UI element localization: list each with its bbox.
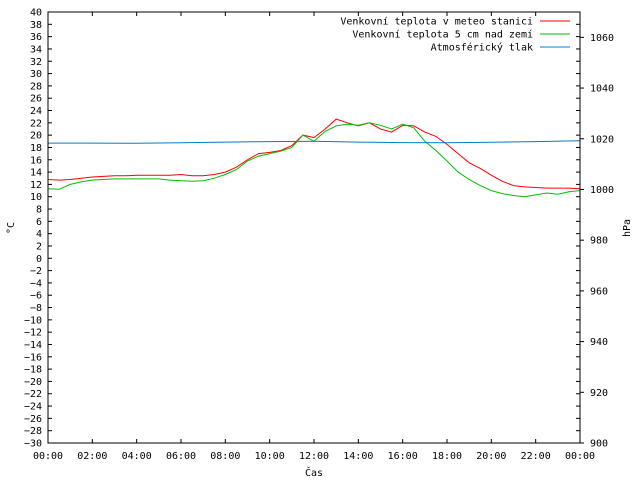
y2-tick-label: 1000 <box>590 185 614 196</box>
y2-tick-label: 1040 <box>590 84 614 95</box>
y2-tick-label: 1020 <box>590 134 614 145</box>
legend: Venkovní teplota v meteo staniciVenkovní… <box>340 16 570 54</box>
y2-tick-label: 980 <box>590 236 608 247</box>
y-tick-label: 0 <box>36 254 42 265</box>
y-tick-label: 26 <box>30 94 42 105</box>
y-tick-label: −30 <box>24 439 42 450</box>
y-tick-label: 20 <box>30 131 42 142</box>
y-tick-label: −10 <box>24 315 42 326</box>
y-tick-label: −20 <box>24 377 42 388</box>
y-tick-label: −6 <box>30 291 42 302</box>
x-tick-label: 10:00 <box>255 451 285 462</box>
y-tick-label: −2 <box>30 266 42 277</box>
x-tick-label: 06:00 <box>166 451 196 462</box>
y-tick-label: 30 <box>30 69 42 80</box>
y-axis-label: °C <box>6 222 17 234</box>
x-tick-label: 20:00 <box>476 451 506 462</box>
x-tick-label: 00:00 <box>565 451 595 462</box>
y-tick-label: 36 <box>30 32 42 43</box>
y2-tick-label: 940 <box>590 337 608 348</box>
x-tick-label: 02:00 <box>77 451 107 462</box>
x-tick-label: 16:00 <box>388 451 418 462</box>
legend-label: Venkovní teplota 5 cm nad zemí <box>352 29 533 41</box>
y-tick-label: −22 <box>24 389 42 400</box>
x-axis-label: Čas <box>305 466 323 479</box>
y-tick-label: 12 <box>30 180 42 191</box>
x-axis-ticks: 00:00 02:00 04:00 06:00 08:00 10:00 12:00 14:00… <box>33 12 595 462</box>
y-tick-label: −26 <box>24 414 42 425</box>
x-tick-label: 14:00 <box>343 451 373 462</box>
y-tick-label: 10 <box>30 192 42 203</box>
legend-label: Venkovní teplota v meteo stanici <box>340 16 533 28</box>
series-layer <box>47 118 581 198</box>
y-tick-label: 16 <box>30 155 42 166</box>
y-tick-label: 4 <box>36 229 42 240</box>
y2-axis-ticks: 1060 1040 1020 1000 980 960 940 920 900 <box>580 33 614 450</box>
y-tick-label: −18 <box>24 365 42 376</box>
series-line-3 <box>48 140 581 144</box>
y-tick-label: 32 <box>30 57 42 68</box>
y-tick-label: 2 <box>36 241 42 252</box>
y-tick-label: −8 <box>30 303 42 314</box>
y-tick-label: 38 <box>30 20 42 31</box>
y2-tick-label: 960 <box>590 286 608 297</box>
x-tick-label: 12:00 <box>299 451 329 462</box>
y2-tick-label: 900 <box>590 439 608 450</box>
y-tick-label: 6 <box>36 217 42 228</box>
y-tick-label: −28 <box>24 426 42 437</box>
y-tick-label: 22 <box>30 118 42 129</box>
y-tick-label: 18 <box>30 143 42 154</box>
x-tick-label: 00:00 <box>33 451 63 462</box>
y-tick-label: 28 <box>30 81 42 92</box>
y-tick-label: 24 <box>30 106 42 117</box>
y-tick-label: −24 <box>24 402 42 413</box>
y2-tick-label: 920 <box>590 388 608 399</box>
series-line-1 <box>47 118 581 190</box>
x-tick-label: 22:00 <box>521 451 551 462</box>
y-axis-ticks: 4038363432302826242220181614121086420−2−… <box>24 8 580 450</box>
y-tick-label: −12 <box>24 328 42 339</box>
y-tick-label: −16 <box>24 352 42 363</box>
y-tick-label: 8 <box>36 205 42 216</box>
y-tick-label: −14 <box>24 340 42 351</box>
y2-tick-label: 1060 <box>590 33 614 44</box>
x-tick-label: 04:00 <box>122 451 152 462</box>
y-tick-label: 40 <box>30 8 42 19</box>
y-tick-label: 34 <box>30 44 42 55</box>
x-tick-label: 08:00 <box>210 451 240 462</box>
y-tick-label: 14 <box>30 168 42 179</box>
legend-label: Atmosférický tlak <box>431 42 533 54</box>
x-tick-label: 18:00 <box>432 451 462 462</box>
plot-frame <box>47 11 581 444</box>
y-tick-label: −4 <box>30 278 42 289</box>
y2-axis-label: hPa <box>622 219 633 237</box>
